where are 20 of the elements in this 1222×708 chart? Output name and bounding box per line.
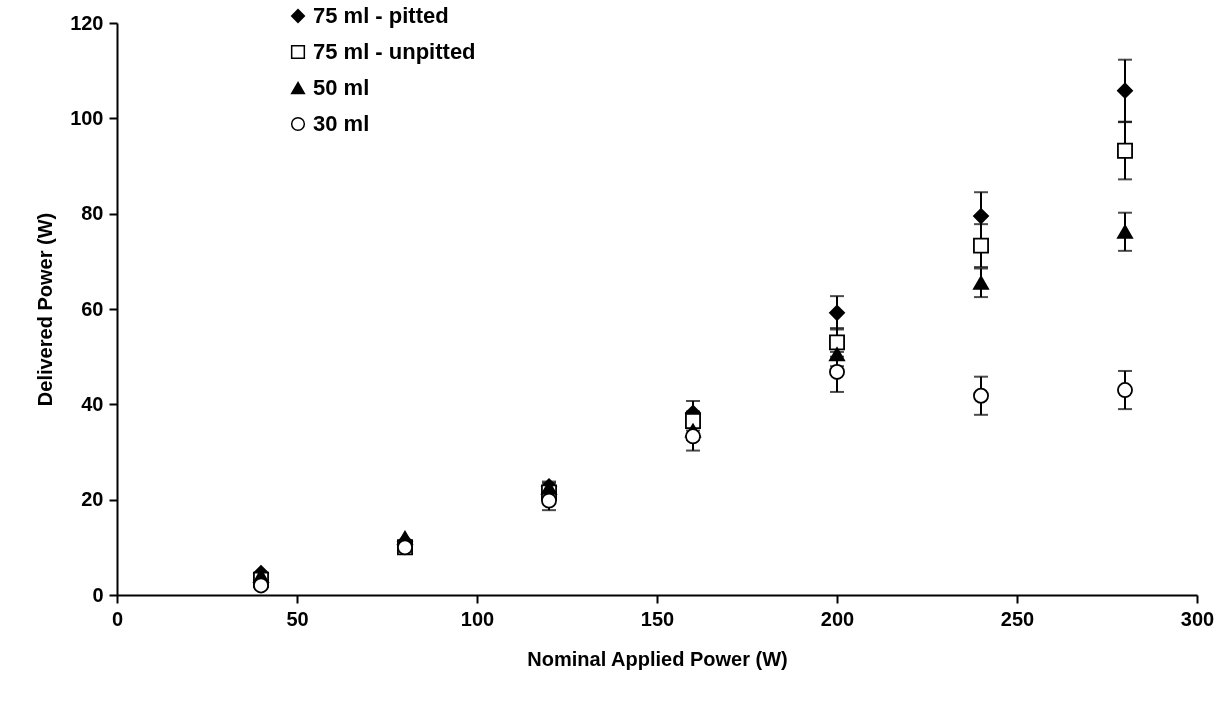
- y-tick-label: 120: [70, 11, 104, 34]
- legend-label: 50 ml: [313, 75, 370, 100]
- x-tick-label: 100: [460, 607, 495, 630]
- x-tick-label: 300: [1180, 607, 1215, 630]
- y-tick-label: 0: [92, 583, 104, 606]
- x-tick-label: 200: [820, 607, 855, 630]
- y-tick-label: 100: [70, 106, 104, 129]
- legend-label: 30 ml: [313, 111, 370, 136]
- x-tick-label: 250: [1000, 607, 1035, 630]
- x-tick-label: 150: [640, 607, 675, 630]
- x-tick-label: 50: [286, 607, 309, 630]
- y-axis-title: Delivered Power (W): [34, 212, 57, 407]
- legend-label: 75 ml - unpitted: [313, 39, 476, 64]
- y-tick-label: 80: [81, 202, 104, 225]
- x-axis-title: Nominal Applied Power (W): [527, 647, 788, 670]
- y-tick-label: 20: [81, 488, 104, 511]
- x-tick-label: 0: [111, 607, 124, 630]
- y-tick-label: 60: [81, 297, 104, 320]
- legend-label: 75 ml - pitted: [313, 3, 449, 28]
- y-tick-label: 40: [81, 392, 104, 415]
